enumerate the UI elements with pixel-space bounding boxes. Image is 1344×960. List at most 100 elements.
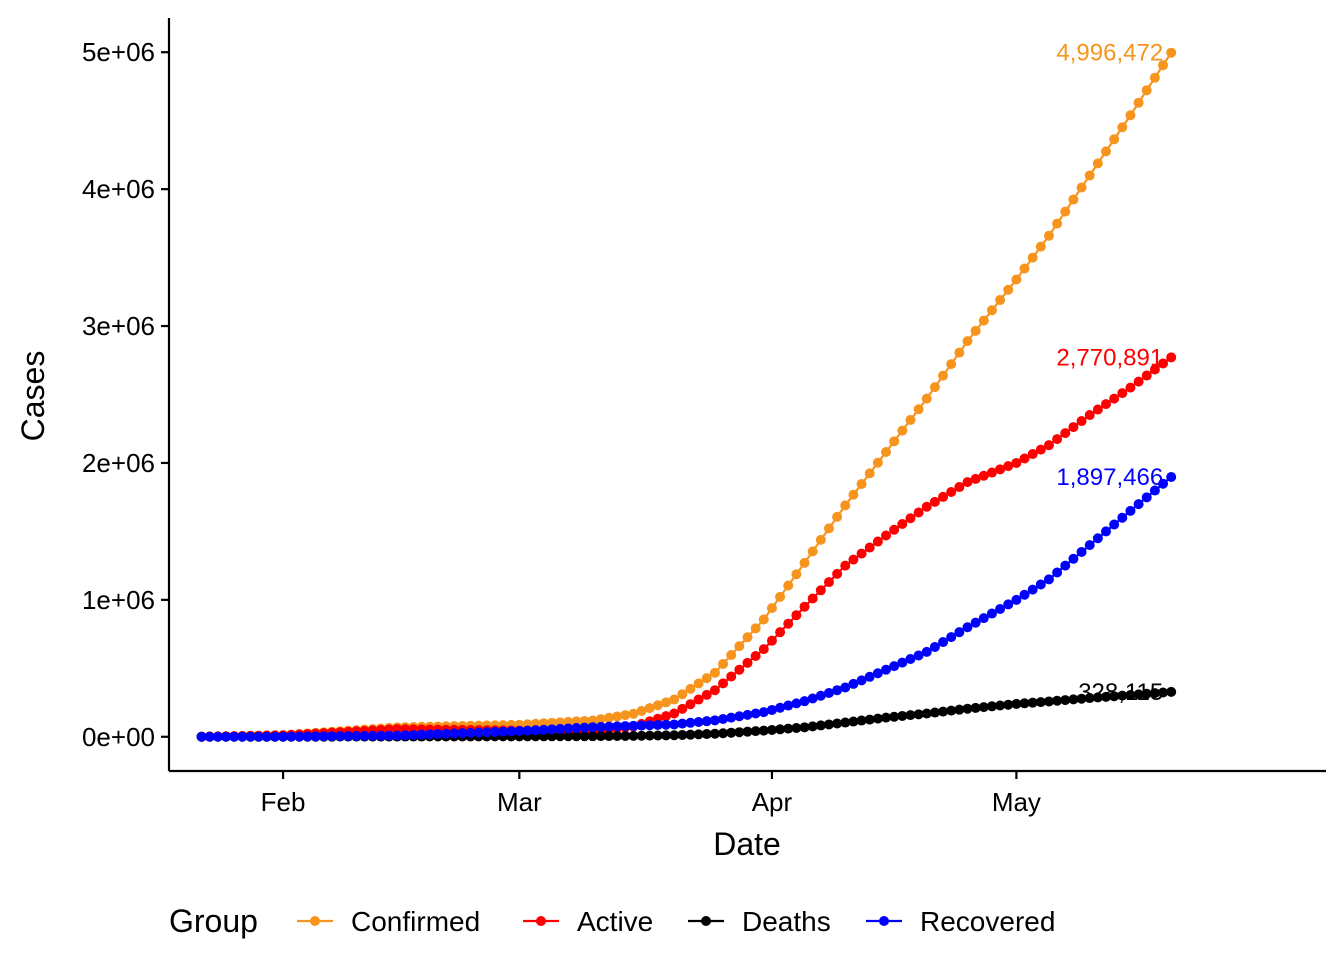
data-point xyxy=(815,585,826,596)
data-point xyxy=(913,404,924,415)
data-point xyxy=(913,709,924,720)
data-point xyxy=(913,650,924,661)
data-point xyxy=(465,727,476,738)
data-point xyxy=(261,731,272,742)
data-point xyxy=(375,730,386,741)
data-point xyxy=(921,708,932,719)
data-point xyxy=(636,720,647,731)
data-point xyxy=(872,668,883,679)
data-point xyxy=(1084,540,1095,551)
data-point xyxy=(709,667,720,678)
data-point xyxy=(677,703,688,714)
data-point xyxy=(1011,457,1022,468)
data-point xyxy=(481,727,492,738)
data-point xyxy=(750,651,761,661)
data-point xyxy=(1125,382,1136,393)
data-point xyxy=(669,719,680,730)
data-point xyxy=(1027,584,1038,595)
x-tick-label: Feb xyxy=(261,787,306,817)
data-point xyxy=(823,523,834,534)
data-point xyxy=(571,731,582,742)
data-point xyxy=(929,496,940,507)
data-point xyxy=(1084,410,1095,421)
data-point xyxy=(612,721,623,732)
data-point xyxy=(750,726,761,737)
data-point xyxy=(661,711,672,722)
x-tick-label: May xyxy=(992,787,1041,817)
data-point xyxy=(1003,284,1014,295)
data-point xyxy=(1011,698,1022,709)
data-point xyxy=(661,730,672,741)
data-point xyxy=(1109,691,1120,702)
data-point xyxy=(1092,533,1103,544)
data-point xyxy=(783,580,794,591)
data-point xyxy=(791,610,802,621)
data-point xyxy=(383,730,394,741)
data-point xyxy=(1166,686,1177,697)
data-point xyxy=(546,731,557,742)
data-point xyxy=(929,707,940,718)
data-point xyxy=(1141,370,1152,381)
data-point xyxy=(766,635,777,646)
data-point xyxy=(302,731,313,742)
data-point xyxy=(726,671,737,682)
data-point xyxy=(766,704,777,715)
data-point xyxy=(620,721,631,732)
data-point xyxy=(734,711,745,722)
legend-key-dot xyxy=(536,916,546,926)
data-point xyxy=(432,729,443,740)
data-point xyxy=(750,623,761,634)
data-point xyxy=(921,646,932,657)
data-point xyxy=(408,729,419,740)
data-point xyxy=(555,731,566,742)
data-point xyxy=(1149,72,1160,83)
data-point xyxy=(750,708,761,719)
data-point xyxy=(783,618,794,629)
data-point xyxy=(1027,449,1038,460)
end-value-label: 328,115 xyxy=(1078,679,1163,706)
data-point xyxy=(652,730,663,741)
data-point xyxy=(758,644,769,655)
data-point xyxy=(620,730,631,741)
data-point xyxy=(742,726,753,737)
end-value-label: 2,770,891 xyxy=(1056,344,1163,371)
data-point xyxy=(1068,694,1079,705)
data-point xyxy=(832,718,843,729)
data-point xyxy=(775,627,786,638)
data-point xyxy=(677,689,688,700)
data-point xyxy=(1158,60,1169,71)
legend-item-active: Active xyxy=(523,906,653,937)
data-point xyxy=(1141,85,1152,96)
data-point xyxy=(563,723,574,734)
data-point xyxy=(538,724,549,735)
data-point xyxy=(986,467,997,478)
data-point xyxy=(1003,699,1014,710)
data-point xyxy=(889,711,900,722)
data-point xyxy=(734,664,745,675)
data-point xyxy=(636,705,647,716)
data-point xyxy=(1158,478,1169,489)
y-tick-label: 4e+06 xyxy=(82,174,155,204)
series-confirmed: 4,996,472 xyxy=(196,40,1177,742)
data-point xyxy=(603,721,614,732)
data-point xyxy=(1158,687,1169,698)
data-point xyxy=(1125,690,1136,701)
data-point xyxy=(286,731,297,742)
x-axis-title: Date xyxy=(713,826,781,862)
data-point xyxy=(1068,194,1079,205)
data-point xyxy=(1060,560,1071,571)
data-point xyxy=(661,719,672,730)
data-point xyxy=(473,727,484,738)
data-point xyxy=(962,336,973,347)
data-point xyxy=(1011,274,1022,285)
data-point xyxy=(921,393,932,404)
data-point xyxy=(954,482,965,493)
data-point xyxy=(766,724,777,735)
data-point xyxy=(986,305,997,316)
data-point xyxy=(685,717,696,728)
data-point xyxy=(669,730,680,741)
data-point xyxy=(269,731,280,742)
data-point xyxy=(595,721,606,732)
data-point xyxy=(1149,485,1160,496)
data-point xyxy=(1027,252,1038,263)
